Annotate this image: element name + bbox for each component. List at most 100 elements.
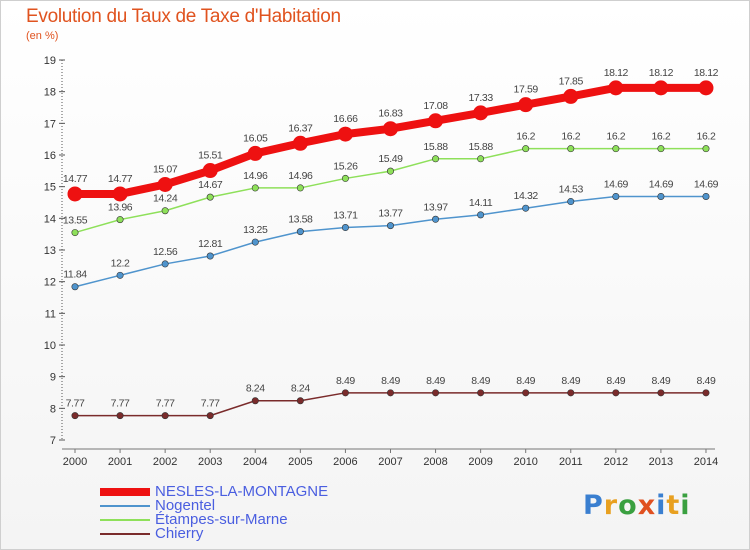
- data-label: 8.49: [471, 375, 490, 387]
- data-point: [341, 174, 349, 182]
- legend-label-chierry: Chierry: [155, 525, 204, 542]
- data-point: [522, 204, 530, 212]
- data-point: [206, 193, 214, 201]
- data-point: [473, 105, 489, 121]
- data-label: 7.77: [201, 398, 220, 410]
- data-label: 14.69: [694, 178, 719, 190]
- data-label: 18.12: [649, 67, 674, 79]
- x-tick-label: 2010: [513, 456, 537, 468]
- data-point: [71, 412, 79, 420]
- data-label: 16.66: [333, 113, 358, 125]
- data-point: [567, 198, 575, 206]
- data-label: 7.77: [66, 398, 85, 410]
- data-label: 17.85: [559, 75, 584, 87]
- data-label: 14.32: [514, 190, 539, 202]
- data-label: 14.96: [243, 170, 268, 182]
- data-point: [702, 145, 710, 153]
- data-label: 11.84: [63, 269, 87, 281]
- y-tick-label: 17: [44, 118, 56, 130]
- data-point: [428, 113, 444, 129]
- data-label: 8.49: [381, 375, 400, 387]
- data-point: [202, 163, 218, 179]
- chart-subtitle: (en %): [26, 30, 59, 42]
- data-label: 15.88: [468, 141, 493, 153]
- data-label: 13.25: [243, 224, 268, 236]
- data-point: [702, 192, 710, 200]
- data-point: [251, 184, 259, 192]
- data-label: 8.49: [426, 375, 445, 387]
- data-point: [432, 215, 440, 223]
- data-point: [296, 397, 304, 405]
- x-tick-label: 2003: [198, 456, 222, 468]
- legend-label-nogentel: Nogentel: [155, 497, 216, 514]
- data-point: [161, 260, 169, 268]
- data-point: [522, 389, 530, 397]
- legend-swatch-chierry: [100, 533, 150, 535]
- data-point: [657, 145, 665, 153]
- data-point: [247, 145, 263, 161]
- series-2: 13.55 13.96 14.24 14.67 14.96 14.96 15.26 15.49…: [63, 131, 716, 237]
- data-point: [116, 412, 124, 420]
- data-label: 13.71: [333, 210, 358, 222]
- data-point: [477, 211, 485, 219]
- data-label: 8.49: [606, 375, 625, 387]
- data-point: [477, 155, 485, 163]
- data-label: 13.55: [63, 215, 88, 227]
- data-point: [698, 80, 714, 96]
- data-point: [296, 184, 304, 192]
- data-label: 16.2: [697, 131, 716, 143]
- data-label: 16.2: [606, 131, 625, 143]
- series-0: 14.77 14.77 15.07 15.51 16.05 16.37 16.66 16.83…: [63, 67, 719, 202]
- data-point: [386, 222, 394, 230]
- data-point: [518, 97, 534, 113]
- series-3: 7.77 7.77 7.77 7.77 8.24 8.24 8.49 8.49 8.49 8.49…: [66, 375, 716, 420]
- y-tick-label: 11: [45, 308, 56, 320]
- data-point: [71, 283, 79, 291]
- y-tick-label: 16: [44, 150, 56, 162]
- data-point: [292, 135, 308, 151]
- data-point: [382, 121, 398, 137]
- data-point: [432, 155, 440, 163]
- data-point: [612, 145, 620, 153]
- x-tick-label: 2002: [153, 456, 177, 468]
- data-label: 8.49: [336, 375, 355, 387]
- data-point: [161, 412, 169, 420]
- x-tick-label: 2009: [468, 456, 492, 468]
- logo-letter: i: [656, 490, 667, 521]
- data-point: [432, 389, 440, 397]
- proxiti-logo: Proxiti: [583, 490, 691, 521]
- data-label: 14.67: [198, 179, 223, 191]
- data-label: 15.07: [153, 163, 178, 175]
- data-label: 7.77: [156, 398, 175, 410]
- data-point: [477, 389, 485, 397]
- x-tick-label: 2007: [378, 456, 402, 468]
- data-label: 8.49: [697, 375, 716, 387]
- logo-letter: o: [618, 490, 638, 521]
- data-label: 8.49: [561, 375, 580, 387]
- data-point: [563, 88, 579, 104]
- axes: 7 8 9 10 11 12 13 14 15 16 17 18 19 2000 2001 2002 2003 2…: [44, 55, 718, 468]
- data-point: [341, 224, 349, 232]
- y-tick-label: 9: [50, 372, 56, 384]
- x-tick-label: 2012: [604, 456, 628, 468]
- legend-swatch-nogentel: [100, 505, 150, 507]
- data-point: [67, 186, 83, 202]
- x-tick-label: 2006: [333, 456, 357, 468]
- legend-label-etampes: Étampes-sur-Marne: [155, 511, 288, 528]
- data-label: 17.59: [514, 84, 539, 96]
- data-label: 13.97: [423, 201, 448, 213]
- data-point: [612, 389, 620, 397]
- data-point: [251, 397, 259, 405]
- y-tick-label: 8: [50, 403, 56, 415]
- legend-swatch-nesles: [100, 488, 150, 496]
- x-tick-label: 2000: [63, 456, 87, 468]
- data-point: [653, 80, 669, 96]
- data-label: 17.08: [423, 100, 448, 112]
- logo-letter: x: [637, 490, 657, 521]
- data-point: [71, 229, 79, 237]
- data-label: 15.88: [423, 141, 448, 153]
- data-label: 14.77: [63, 173, 88, 185]
- y-tick-label: 10: [44, 340, 56, 352]
- data-point: [206, 252, 214, 260]
